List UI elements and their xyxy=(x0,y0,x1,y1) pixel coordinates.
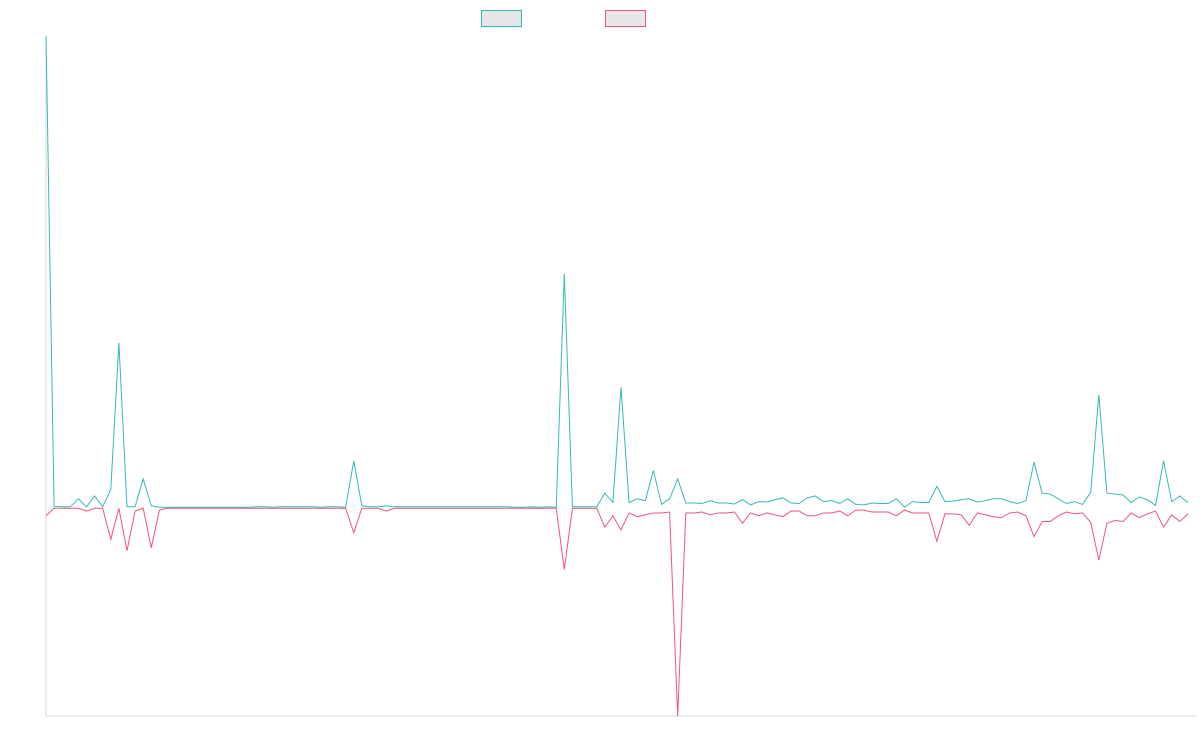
series-line-1 xyxy=(45,35,1189,508)
series-lines xyxy=(45,35,1189,717)
legend[interactable] xyxy=(481,10,646,27)
legend-swatch-series-2[interactable] xyxy=(605,10,646,27)
series-line-2 xyxy=(45,507,1189,717)
axes xyxy=(45,36,1196,717)
legend-swatch-series-1[interactable] xyxy=(481,10,522,27)
